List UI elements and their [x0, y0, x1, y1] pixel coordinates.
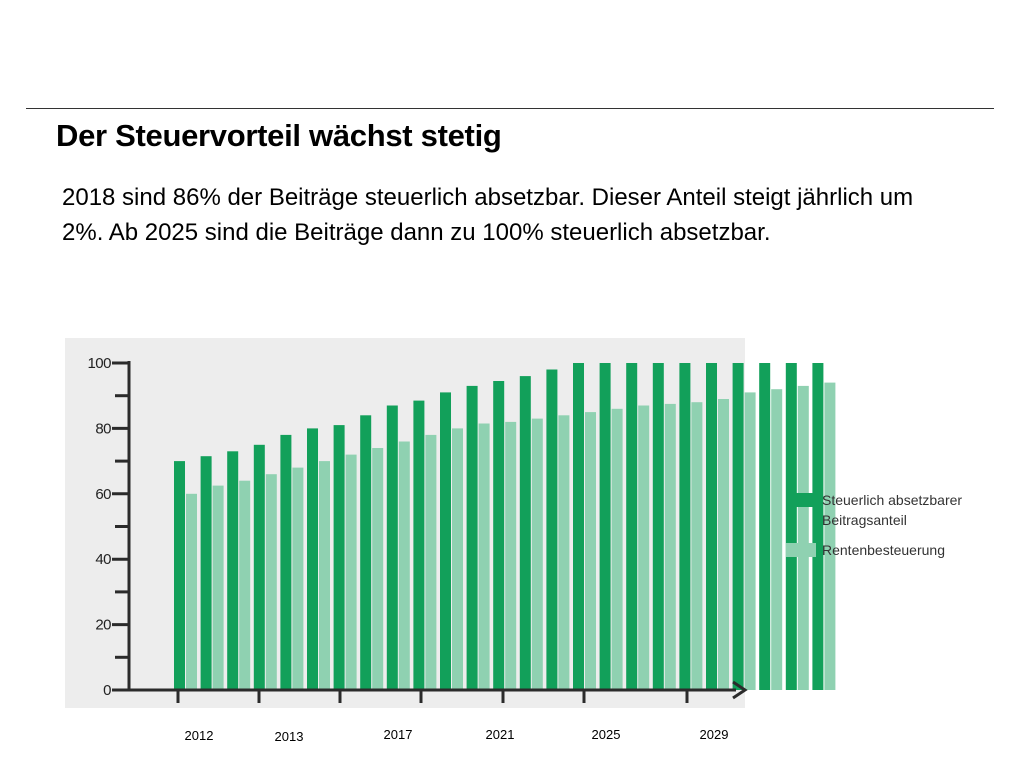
- bar-steuerlich-absetzbar-2025: [706, 363, 717, 690]
- bar-rentenbesteuerung-2023: [664, 403, 676, 690]
- bar-steuerlich-absetzbar-2014: [413, 400, 425, 690]
- y-tick-label: 60: [95, 486, 111, 503]
- bar-rentenbesteuerung-2017: [505, 421, 517, 690]
- bar-rentenbesteuerung-2028: [797, 385, 809, 690]
- bar-rentenbesteuerung-2016: [478, 423, 490, 690]
- bar-rentenbesteuerung-2008: [265, 474, 277, 690]
- y-tick-labels: 0 20 40 60 80 100: [87, 355, 111, 699]
- x-tick-labels: 2012 2013 2017 2021 2025 2029: [185, 727, 729, 744]
- bar-steuerlich-absetzbar-2027: [759, 363, 771, 690]
- axes-layer: [112, 361, 748, 703]
- slide-title: Der Steuervorteil wächst stetig: [56, 118, 502, 153]
- bar-rentenbesteuerung-2021: [611, 408, 623, 690]
- bar-rentenbesteuerung-2029: [824, 382, 836, 690]
- bar-steuerlich-absetzbar-2019: [546, 369, 558, 690]
- bar-rentenbesteuerung-2013: [398, 441, 410, 690]
- bar-steuerlich-absetzbar-2017: [493, 381, 505, 690]
- bar-rentenbesteuerung-2011: [345, 454, 357, 690]
- bar-rentenbesteuerung-2010: [319, 461, 330, 690]
- bar-steuerlich-absetzbar-2020: [573, 363, 584, 690]
- bar-steuerlich-absetzbar-2018: [519, 376, 531, 690]
- x-tick-label: 2017: [384, 727, 413, 742]
- x-tick-label: 2013: [275, 729, 304, 744]
- bar-rentenbesteuerung-2009: [292, 467, 304, 690]
- bar-rentenbesteuerung-2007: [239, 480, 251, 690]
- bar-steuerlich-absetzbar-2010: [307, 428, 318, 690]
- title-divider: [26, 108, 994, 109]
- bar-steuerlich-absetzbar-2021: [599, 363, 611, 690]
- legend-label: Steuerlich absetzbarer: [822, 492, 962, 508]
- bar-steuerlich-absetzbar-2006: [200, 456, 212, 690]
- y-tick-label: 40: [95, 551, 111, 568]
- slide-body-text: 2018 sind 86% der Beiträge steuerlich ab…: [62, 184, 914, 246]
- legend-label: Beitragsanteil: [822, 512, 907, 528]
- x-tick-label: 2012: [185, 728, 214, 743]
- bar-steuerlich-absetzbar-2028: [785, 363, 797, 690]
- bar-steuerlich-absetzbar-2011: [333, 425, 345, 690]
- bar-steuerlich-absetzbar-2009: [280, 434, 292, 690]
- bar-steuerlich-absetzbar-2008: [253, 444, 265, 691]
- bar-rentenbesteuerung-2025: [718, 399, 729, 690]
- bar-rentenbesteuerung-2005: [186, 493, 197, 690]
- bar-steuerlich-absetzbar-2016: [466, 385, 478, 690]
- bar-rentenbesteuerung-2014: [425, 434, 437, 690]
- y-tick-label: 0: [103, 682, 111, 699]
- bar-steuerlich-absetzbar-2007: [227, 451, 239, 690]
- x-tick-label: 2025: [592, 727, 621, 742]
- bar-steuerlich-absetzbar-2005: [174, 461, 185, 690]
- legend-swatch-rentenbesteuerung: [786, 543, 816, 557]
- bar-rentenbesteuerung-2018: [531, 418, 543, 690]
- bar-steuerlich-absetzbar-2022: [626, 363, 638, 690]
- x-tick-label: 2021: [486, 727, 515, 742]
- bar-steuerlich-absetzbar-2029: [812, 363, 824, 690]
- bar-rentenbesteuerung-2020: [585, 412, 596, 690]
- bar-rentenbesteuerung-2019: [558, 415, 570, 690]
- bar-steuerlich-absetzbar-2012: [360, 415, 372, 690]
- bar-rentenbesteuerung-2006: [212, 485, 224, 690]
- bar-rentenbesteuerung-2024: [691, 402, 703, 690]
- bar-rentenbesteuerung-2015: [452, 428, 463, 690]
- y-tick-label: 100: [87, 355, 111, 372]
- y-tick-label: 20: [95, 617, 111, 634]
- bar-steuerlich-absetzbar-2015: [440, 392, 451, 690]
- bar-rentenbesteuerung-2027: [771, 389, 783, 690]
- bar-steuerlich-absetzbar-2026: [732, 363, 744, 690]
- x-tick-label: 2029: [700, 727, 729, 742]
- legend-swatch-steuerlich-absetzbar: [786, 493, 816, 507]
- bar-steuerlich-absetzbar-2013: [386, 405, 398, 690]
- bar-steuerlich-absetzbar-2024: [679, 363, 691, 690]
- legend: Steuerlich absetzbarer Beitragsanteil Rent…: [786, 492, 962, 558]
- x-axis-arrow: [732, 680, 748, 700]
- bar-rentenbesteuerung-2022: [638, 405, 650, 690]
- y-tick-label: 80: [95, 420, 111, 437]
- bar-steuerlich-absetzbar-2023: [652, 363, 664, 690]
- bar-rentenbesteuerung-2012: [372, 448, 384, 690]
- legend-label: Rentenbesteuerung: [822, 542, 945, 558]
- bar-rentenbesteuerung-2026: [744, 392, 756, 690]
- bars-layer: [174, 363, 836, 691]
